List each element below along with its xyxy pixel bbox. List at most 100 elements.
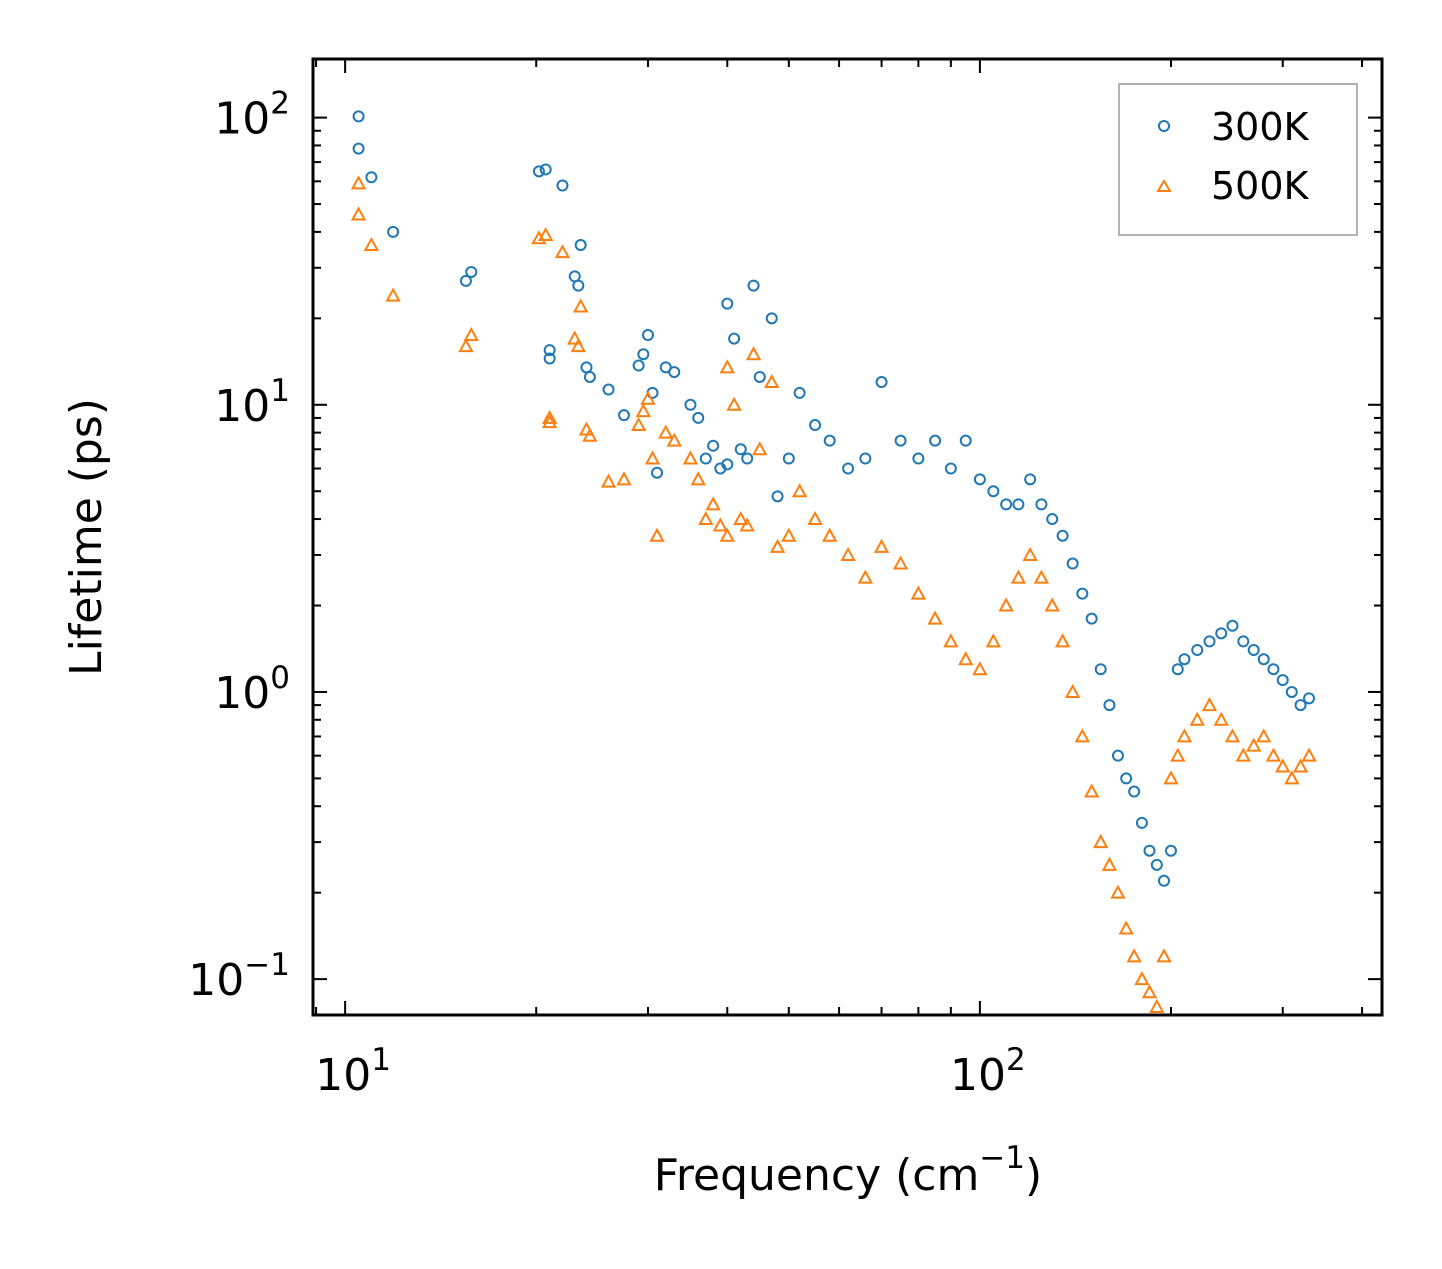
data-point-300k [1171,663,1184,676]
data-point-300k [1000,498,1013,511]
data-point-500k [1163,770,1179,785]
data-point-300k [875,376,888,389]
data-point-500k [1265,747,1282,762]
data-point-500k [1156,948,1172,963]
data-point-500k [463,326,479,341]
data-point-300k [632,359,645,372]
data-point-300k [1012,498,1025,511]
data-point-300k [1085,612,1098,625]
legend-label-500k: 500K [1211,164,1310,208]
data-point-300k [973,473,986,486]
data-point-300k [1056,529,1069,542]
data-point-300k [572,279,585,292]
data-point-300k [692,411,705,424]
data-point-300k [728,332,741,345]
data-point-300k [352,110,365,123]
data-point-500k [1201,697,1218,712]
data-point-300k [637,348,650,361]
data-point-300k [859,452,872,465]
data-point-500k [570,338,586,353]
data-point-300k [1120,772,1133,785]
data-point-300k [539,163,552,176]
data-point-300k [753,370,766,383]
data-point-500k [972,661,988,676]
data-point-300k [782,452,795,465]
data-point-500k [840,546,856,561]
data-point-500k [630,416,647,432]
data-point-500k [690,471,706,486]
data-point-300k [721,297,734,310]
y-axis-label: Lifetime (ps) [61,398,112,676]
data-point-300k [809,419,822,432]
data-point-500k [644,450,661,465]
data-point-500k [1170,747,1186,762]
x-axis-label: Frequency (cm−1) [654,1140,1042,1201]
data-point-300k [1178,653,1191,666]
data-point-300k [1257,653,1270,666]
data-point-300k [1237,635,1250,648]
data-point-500k [600,473,617,488]
data-point-300k [1215,627,1228,640]
data-point-300k [1128,785,1141,798]
data-point-300k [912,452,925,465]
data-point-300k [707,439,720,452]
data-point-300k [1135,816,1148,829]
legend-label-300k: 300K [1211,105,1310,149]
data-point-500k [958,651,974,666]
data-point-500k [807,510,823,526]
data-point-500k [892,555,909,570]
data-point-500k [1292,758,1309,773]
data-point-500k [649,527,665,542]
data-point-300k [1150,858,1163,871]
data-point-500k [1176,728,1193,743]
legend: 300K 500K [1118,83,1358,236]
data-point-300k [532,165,545,178]
data-point-500k [985,633,1002,648]
series-500k [350,175,1317,1013]
data-point-500k [1064,683,1081,698]
data-point-500k [1134,971,1150,986]
data-point-500k [726,396,742,411]
data-point-300k [1247,643,1260,656]
data-point-500k [1189,711,1205,726]
data-point-300k [944,462,957,475]
data-point-300k [1157,874,1170,887]
x-tick-label: 102 [950,1042,1026,1101]
data-point-500k [745,346,762,361]
data-point-500k [1235,747,1251,762]
tick-labels: 101 102 10−1 100 101 102 [188,86,1025,1101]
data-point-500k [541,409,558,424]
data-point-500k [350,206,367,221]
data-point-300k [543,352,556,365]
data-point-300k [583,370,596,383]
data-point-300k [1046,513,1059,526]
data-point-300k [1103,699,1116,712]
data-points [350,110,1317,1013]
data-point-300k [793,386,806,399]
plot-frame [311,57,1384,1017]
data-point-300k [699,452,712,465]
data-point-300k [1035,498,1048,511]
data-point-500k [1126,948,1142,963]
data-point-300k [765,312,778,325]
data-point-300k [741,452,754,465]
data-point-300k [1024,473,1037,486]
data-point-300k [1203,635,1216,648]
data-point-300k [556,179,569,192]
data-point-300k [747,279,760,292]
data-point-300k [987,485,1000,498]
data-point-500k [458,338,474,353]
y-tick-label: 100 [214,660,290,719]
data-point-300k [1143,844,1156,857]
data-point-500k [658,424,674,439]
data-point-300k [387,225,400,238]
data-point-500k [541,414,558,429]
data-point-500k [1224,728,1241,743]
data-point-300k [602,383,615,396]
data-point-300k [1294,699,1307,712]
data-point-500k [781,527,797,542]
data-point-500k [927,610,943,625]
data-point-500k [1301,747,1317,762]
data-point-500k [769,538,786,553]
